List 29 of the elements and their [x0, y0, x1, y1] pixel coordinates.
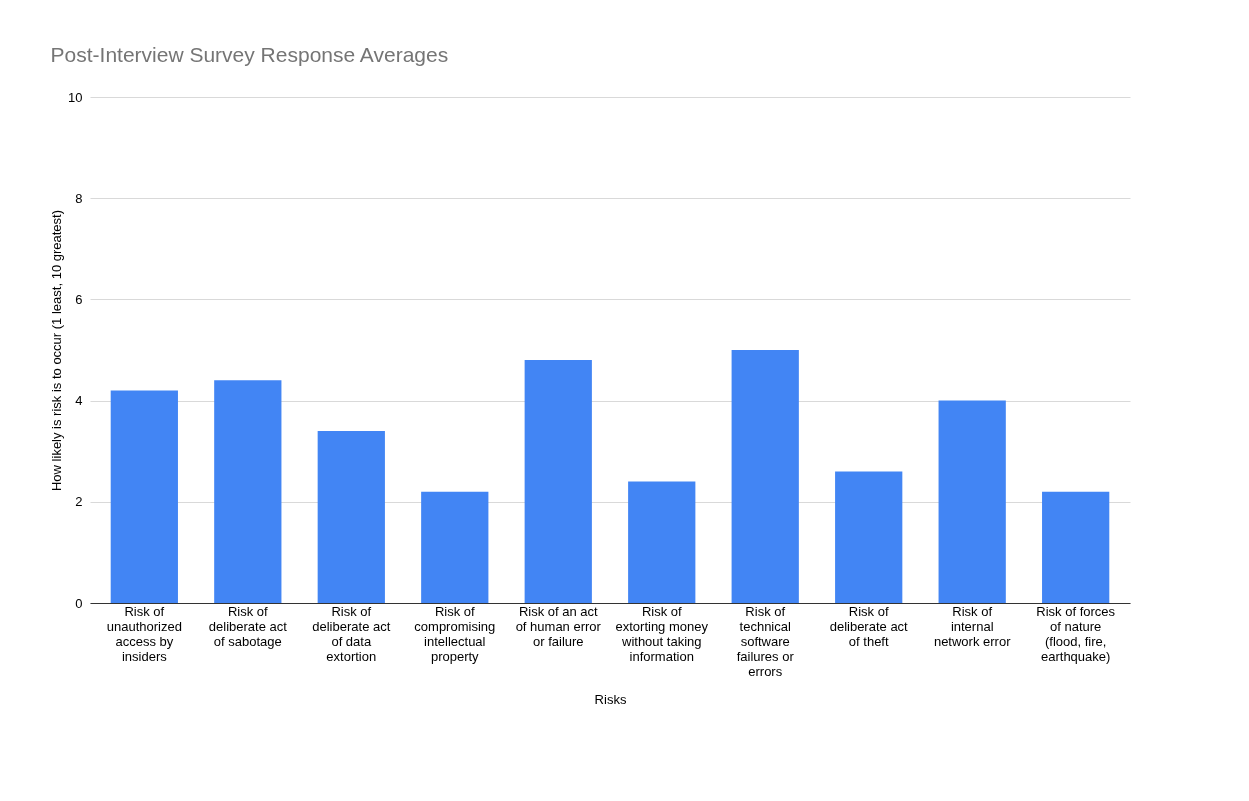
bar: [1042, 491, 1110, 603]
bar: [110, 390, 178, 603]
y-tick-label: 0: [75, 595, 83, 611]
y-tick-label: 2: [75, 494, 83, 510]
x-axis-title: Risks: [594, 691, 627, 707]
x-tick-label: Risk of an act of human error or failure: [515, 603, 602, 649]
bar: [938, 400, 1006, 603]
x-tick-label: Risk of compromising intellectual property: [414, 603, 496, 664]
y-tick-label: 10: [68, 89, 83, 105]
x-tick-label: Risk of deliberate act of theft: [829, 603, 909, 649]
y-tick-label: 4: [75, 393, 83, 409]
bar: [628, 481, 696, 603]
x-tick-label: Risk of forces of nature (flood, fire, earthquake): [1036, 603, 1116, 664]
bar: [421, 491, 489, 603]
bar: [835, 471, 903, 603]
x-tick-label: Risk of deliberate act of sabotage: [208, 603, 288, 649]
x-tick-label: Risk of extorting money without taking information: [615, 603, 709, 664]
bar: [214, 380, 282, 603]
y-axis-title: How likely is risk is to occur (1 least, 10 greatest): [49, 209, 65, 492]
x-tick-label: Risk of technical software failures or errors: [736, 603, 795, 679]
x-tick-label: Risk of unauthorized access by insiders: [106, 603, 182, 664]
y-tick-label: 8: [75, 190, 83, 206]
x-tick-label: Risk of deliberate act of data extortion: [312, 603, 391, 664]
x-tick-label: Risk of internal network error: [933, 603, 1012, 649]
bar: [317, 430, 385, 603]
bar: [524, 360, 592, 603]
bar: [731, 350, 799, 603]
y-tick-label: 6: [75, 291, 83, 307]
chart-title: Post-Interview Survey Response Averages: [50, 43, 449, 66]
